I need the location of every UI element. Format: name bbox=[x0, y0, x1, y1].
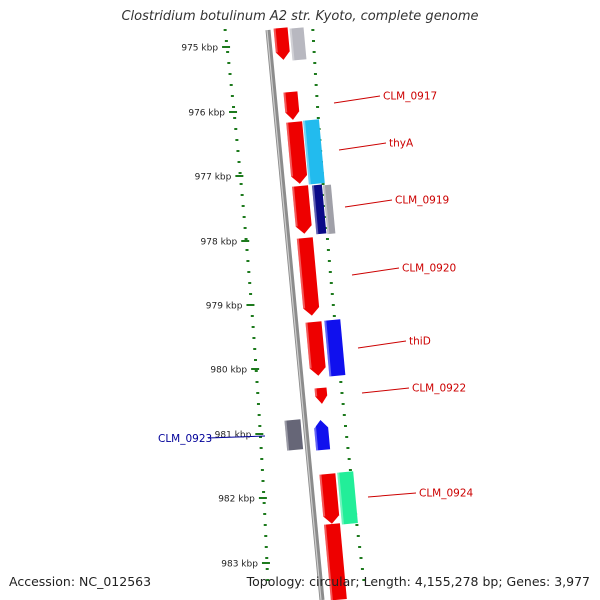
kbp-label: 976 kbp bbox=[188, 109, 225, 119]
gene-shade bbox=[284, 420, 290, 451]
gene-shade bbox=[292, 186, 298, 227]
genome-backbone bbox=[265, 29, 325, 600]
gene-block-navy bbox=[311, 184, 327, 235]
gene-label: CLM_0924 bbox=[419, 488, 474, 500]
gene-block-thiD bbox=[324, 319, 346, 377]
gene-shade bbox=[313, 420, 319, 451]
kbp-label: 982 kbp bbox=[218, 495, 255, 505]
gene-label-leader bbox=[338, 142, 387, 151]
gene-arrow-red bbox=[314, 387, 328, 404]
kbp-label: 978 kbp bbox=[201, 238, 238, 248]
gene-shade bbox=[305, 322, 312, 369]
gene-shade bbox=[311, 185, 319, 235]
gene-label-leader bbox=[333, 95, 381, 104]
gene-block-red bbox=[323, 523, 347, 600]
gene-label: CLM_0923 bbox=[158, 433, 212, 445]
gene-shade bbox=[286, 122, 294, 177]
gene-label: thyA bbox=[389, 138, 414, 150]
kbp-label: 977 kbp bbox=[195, 173, 232, 183]
gene-arrow-red bbox=[283, 91, 300, 120]
gene-label-leader bbox=[344, 199, 393, 208]
gene-shade bbox=[324, 320, 332, 377]
gene-label-leader bbox=[357, 340, 407, 349]
gene-block-darkgray bbox=[284, 419, 304, 451]
gene-shade bbox=[337, 472, 344, 525]
gene-label: thiD bbox=[409, 336, 431, 348]
gene-shade bbox=[322, 185, 330, 235]
accession-text: Accession: NC_012563 bbox=[9, 574, 152, 589]
kbp-label: 981 kbp bbox=[215, 431, 252, 441]
genome-summary-text: Topology: circular; Length: 4,155,278 bp… bbox=[246, 574, 590, 589]
gene-arrow-red bbox=[296, 237, 320, 316]
gene-shade bbox=[296, 238, 306, 309]
gene-label-leader bbox=[207, 435, 266, 439]
gene-arrow-red bbox=[305, 321, 326, 376]
gene-arrow-red bbox=[319, 473, 340, 524]
gene-label: CLM_0920 bbox=[402, 263, 456, 275]
genome-title: Clostridium botulinum A2 str. Kyoto, com… bbox=[121, 9, 479, 24]
gene-arrow-red bbox=[286, 121, 308, 184]
gene-shade bbox=[323, 524, 333, 600]
gene-shade bbox=[289, 28, 295, 61]
kbp-label: 980 kbp bbox=[210, 366, 247, 376]
kbp-label: 979 kbp bbox=[206, 302, 243, 312]
gene-block-gray bbox=[322, 184, 336, 235]
gene-label: CLM_0919 bbox=[395, 195, 449, 207]
gene-arrow-red bbox=[292, 185, 312, 234]
gene-label-leader bbox=[367, 492, 417, 498]
gene-arrow-red bbox=[273, 27, 290, 60]
gene-shade bbox=[283, 92, 288, 113]
gene-block-green bbox=[337, 471, 358, 525]
backbone-highlight bbox=[266, 29, 322, 600]
kbp-label: 983 kbp bbox=[221, 560, 258, 570]
gene-arrow-blue bbox=[314, 420, 331, 451]
gene-label-leader bbox=[351, 267, 400, 276]
gene-label: CLM_0922 bbox=[412, 383, 466, 395]
gene-label: CLM_0917 bbox=[383, 91, 437, 103]
gene-block-gray bbox=[289, 27, 307, 61]
gene-shade bbox=[273, 28, 278, 53]
gene-shade bbox=[314, 388, 318, 397]
gene-label-leader bbox=[361, 387, 410, 394]
gene-shade bbox=[319, 474, 326, 517]
gene-shade bbox=[303, 120, 311, 185]
kbp-label: 975 kbp bbox=[181, 44, 218, 54]
gene-block-thyA bbox=[303, 119, 325, 185]
